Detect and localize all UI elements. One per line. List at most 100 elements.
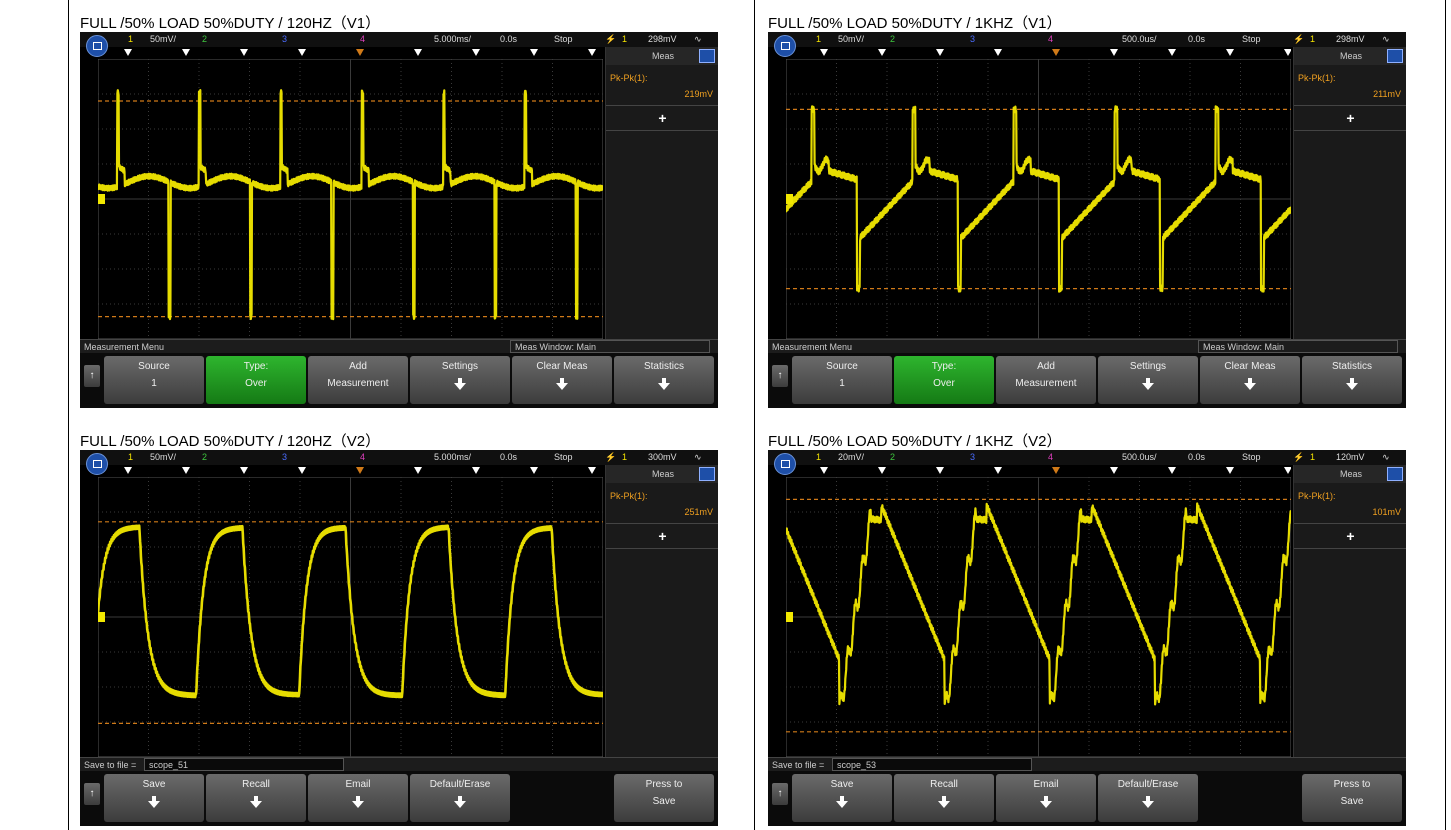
softkey-source[interactable]: Source 1 xyxy=(792,356,892,404)
softkey-save[interactable]: Save xyxy=(792,774,892,822)
add-measurement-button[interactable]: + xyxy=(606,105,718,131)
softkey-save[interactable]: Save xyxy=(104,774,204,822)
meas-menu-icon[interactable] xyxy=(1387,49,1403,63)
add-measurement-button[interactable]: + xyxy=(1294,523,1406,549)
measurement-sidebar: Meas Pk-Pk(1): 219mV + xyxy=(605,47,718,339)
ch2-label[interactable]: 2 xyxy=(202,34,207,44)
softkey-press-to[interactable]: Press to Save xyxy=(614,774,714,822)
softkey-recall[interactable]: Recall xyxy=(206,774,306,822)
scope-status-bar: 1 50mV/ 2 3 4 5.000ms/ 0.0s Stop ⚡ 1 300… xyxy=(80,450,718,465)
trigger-level[interactable]: 298mV xyxy=(1336,34,1365,44)
trigger-mode-icon: ∿ xyxy=(1382,452,1390,463)
status-left: Measurement Menu xyxy=(84,342,164,352)
softkey-settings[interactable]: Settings xyxy=(1098,356,1198,404)
delay-value[interactable]: 0.0s xyxy=(500,452,517,462)
softkey-recall[interactable]: Recall xyxy=(894,774,994,822)
ch1-label[interactable]: 1 xyxy=(128,34,133,44)
softkey-type[interactable]: Type: Over xyxy=(206,356,306,404)
back-arrow-icon[interactable]: ↑ xyxy=(84,783,100,805)
delay-value[interactable]: 0.0s xyxy=(500,34,517,44)
timebase-value[interactable]: 5.000ms/ xyxy=(434,452,471,462)
softkey-add[interactable]: Add Measurement xyxy=(308,356,408,404)
softkey-add[interactable]: Add Measurement xyxy=(996,356,1096,404)
softkey-press-to[interactable]: Press to Save xyxy=(1302,774,1402,822)
softkey-default-erase[interactable]: Default/Erase xyxy=(1098,774,1198,822)
save-file-field[interactable]: scope_53 xyxy=(832,758,1032,771)
timebase-value[interactable]: 500.0us/ xyxy=(1122,452,1157,462)
softkey-title: Add xyxy=(996,361,1096,372)
add-measurement-button[interactable]: + xyxy=(606,523,718,549)
scope-status-bar: 1 50mV/ 2 3 4 500.0us/ 0.0s Stop ⚡ 1 298… xyxy=(768,32,1406,47)
softkey-row: ↑ Save Recall Email Default/Erase Press to Sa… xyxy=(768,771,1406,826)
back-arrow-icon[interactable]: ↑ xyxy=(772,783,788,805)
meas-menu-icon[interactable] xyxy=(699,49,715,63)
back-arrow-icon[interactable]: ↑ xyxy=(772,365,788,387)
run-state[interactable]: Stop xyxy=(554,452,573,462)
trigger-marker-icon xyxy=(1110,467,1118,474)
softkey-email[interactable]: Email xyxy=(996,774,1096,822)
trigger-mode-icon: ∿ xyxy=(694,34,702,45)
softkey-title: Default/Erase xyxy=(410,779,510,790)
softkey-type[interactable]: Type: Over xyxy=(894,356,994,404)
ch4-label[interactable]: 4 xyxy=(1048,34,1053,44)
down-arrow-icon xyxy=(836,801,848,808)
softkey-default-erase[interactable]: Default/Erase xyxy=(410,774,510,822)
ch1-scale: 50mV/ xyxy=(150,34,176,44)
softkey-value: Save xyxy=(614,796,714,807)
down-arrow-icon xyxy=(1040,801,1052,808)
trigger-marker-icon xyxy=(1284,49,1291,56)
softkey-clear-meas[interactable]: Clear Meas xyxy=(512,356,612,404)
add-measurement-button[interactable]: + xyxy=(1294,105,1406,131)
ch2-label[interactable]: 2 xyxy=(890,452,895,462)
run-state[interactable]: Stop xyxy=(1242,452,1261,462)
scope-status-bar: 1 20mV/ 2 3 4 500.0us/ 0.0s Stop ⚡ 1 120… xyxy=(768,450,1406,465)
trigger-marker-bar xyxy=(786,47,1291,59)
trigger-marker-icon xyxy=(472,467,480,474)
trigger-level[interactable]: 120mV xyxy=(1336,452,1365,462)
scope-panel: FULL /50% LOAD 50%DUTY / 1KHZ（V1） 1 50mV… xyxy=(768,12,1448,410)
trigger-level[interactable]: 300mV xyxy=(648,452,677,462)
trigger-marker-icon xyxy=(240,467,248,474)
softkey-title: Recall xyxy=(894,779,994,790)
ch4-label[interactable]: 4 xyxy=(360,34,365,44)
softkey-status-bar: Measurement Menu Meas Window: Main xyxy=(80,339,718,353)
run-state[interactable]: Stop xyxy=(554,34,573,44)
ch1-label[interactable]: 1 xyxy=(128,452,133,462)
ch3-label[interactable]: 3 xyxy=(282,452,287,462)
delay-value[interactable]: 0.0s xyxy=(1188,34,1205,44)
trigger-marker-icon xyxy=(298,467,306,474)
meas-menu-icon[interactable] xyxy=(1387,467,1403,481)
softkey-email[interactable]: Email xyxy=(308,774,408,822)
softkey-clear-meas[interactable]: Clear Meas xyxy=(1200,356,1300,404)
meas-value: 101mV xyxy=(1372,507,1401,517)
meas-window-field[interactable]: Meas Window: Main xyxy=(1198,340,1398,353)
trigger-marker-icon xyxy=(530,467,538,474)
timebase-value[interactable]: 500.0us/ xyxy=(1122,34,1157,44)
ch2-label[interactable]: 2 xyxy=(202,452,207,462)
ch3-label[interactable]: 3 xyxy=(970,452,975,462)
back-arrow-icon[interactable]: ↑ xyxy=(84,365,100,387)
delay-value[interactable]: 0.0s xyxy=(1188,452,1205,462)
ch4-label[interactable]: 4 xyxy=(1048,452,1053,462)
ch3-label[interactable]: 3 xyxy=(970,34,975,44)
trigger-level[interactable]: 298mV xyxy=(648,34,677,44)
trigger-marker-icon xyxy=(588,49,596,56)
meas-window-field[interactable]: Meas Window: Main xyxy=(510,340,710,353)
ch2-label[interactable]: 2 xyxy=(890,34,895,44)
save-file-field[interactable]: scope_51 xyxy=(144,758,344,771)
run-state[interactable]: Stop xyxy=(1242,34,1261,44)
softkey-statistics[interactable]: Statistics xyxy=(614,356,714,404)
softkey-settings[interactable]: Settings xyxy=(410,356,510,404)
timebase-value[interactable]: 5.000ms/ xyxy=(434,34,471,44)
softkey-source[interactable]: Source 1 xyxy=(104,356,204,404)
ch4-label[interactable]: 4 xyxy=(360,452,365,462)
ch1-label[interactable]: 1 xyxy=(816,34,821,44)
softkey-title: Clear Meas xyxy=(1200,361,1300,372)
down-arrow-icon xyxy=(1142,383,1154,390)
trigger-marker-icon xyxy=(414,467,422,474)
meas-menu-icon[interactable] xyxy=(699,467,715,481)
softkey-statistics[interactable]: Statistics xyxy=(1302,356,1402,404)
ch3-label[interactable]: 3 xyxy=(282,34,287,44)
ch1-label[interactable]: 1 xyxy=(816,452,821,462)
